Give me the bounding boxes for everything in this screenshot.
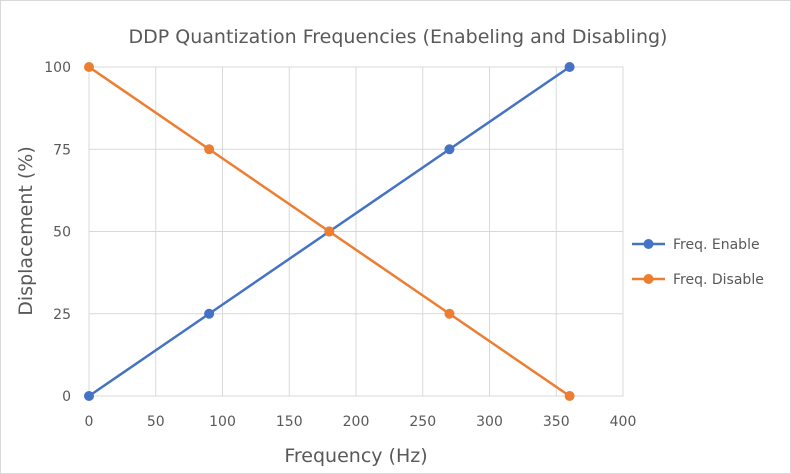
x-axis-title: Frequency (Hz) (284, 445, 427, 467)
x-tick-label: 200 (343, 414, 370, 430)
x-tick-label: 250 (409, 414, 436, 430)
data-point (84, 391, 94, 401)
grid (88, 66, 624, 397)
legend: Freq. Enable Freq. Disable (632, 237, 764, 288)
data-point (444, 144, 455, 155)
data-point (204, 308, 215, 319)
legend-label: Freq. Enable (673, 237, 760, 253)
legend-marker (643, 274, 654, 284)
x-tick-label: 350 (543, 414, 570, 430)
y-tick-label: 25 (53, 307, 71, 323)
y-tick-label: 50 (53, 225, 71, 241)
y-tick-label: 100 (44, 60, 71, 76)
x-tick-label: 400 (610, 414, 637, 430)
data-point (204, 144, 215, 155)
y-tick-label: 0 (62, 389, 71, 405)
series-group (84, 62, 575, 401)
data-point (564, 62, 575, 72)
data-point (84, 62, 94, 72)
data-point (444, 308, 455, 319)
x-tick-label: 150 (276, 414, 303, 430)
axis-ticks: 0 50 100 150 200 250 300 350 400 0 25 50 75 100 (44, 60, 636, 430)
plot-area (88, 66, 624, 397)
x-tick-label: 100 (209, 414, 236, 430)
legend-marker (643, 239, 654, 249)
data-point (564, 391, 575, 401)
x-tick-label: 50 (147, 414, 165, 430)
x-tick-label: 0 (85, 414, 94, 430)
legend-label: Freq. Disable (673, 272, 764, 288)
chart-title: DDP Quantization Frequencies (Enabeling … (129, 26, 668, 48)
y-axis-title: Displacement (%) (15, 146, 37, 316)
x-tick-label: 300 (476, 414, 503, 430)
y-tick-label: 75 (53, 142, 71, 158)
data-point (324, 226, 335, 237)
